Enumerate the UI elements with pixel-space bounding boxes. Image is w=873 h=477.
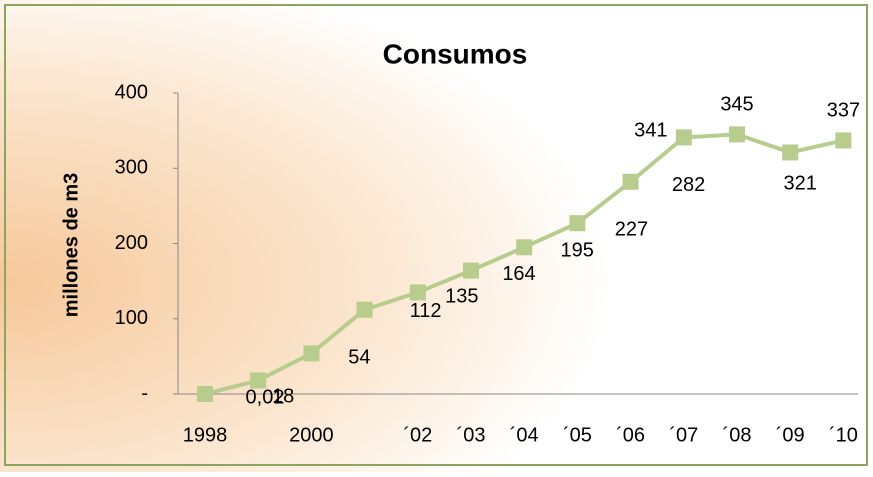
x-tick-label: 1998 [183,424,228,446]
x-tick-label: ´10 [829,424,858,446]
y-axis-title: millones de m3 [60,173,82,318]
data-label: 282 [672,174,705,196]
marker [250,372,267,389]
x-tick-label: ´02 [403,424,432,446]
data-label: 164 [502,263,535,285]
data-label: 321 [784,173,817,195]
marker [835,132,852,149]
marker [409,284,426,301]
marker [197,385,213,402]
data-label: 337 [827,100,860,122]
data-label: 135 [445,286,478,308]
x-tick-label: ´04 [510,424,539,446]
x-tick-label: ´05 [563,424,592,446]
marker [729,126,745,143]
marker [622,173,639,190]
data-label: 341 [634,120,667,142]
x-tick-label: ´06 [616,424,645,446]
data-label: 227 [615,218,648,240]
x-tick-label: ´03 [457,424,486,446]
marker [569,215,586,232]
data-label: 112 [410,300,442,322]
data-label: 18 [272,386,294,408]
marker [463,262,479,279]
data-label: 0,02 [246,386,285,408]
marker [782,144,799,161]
x-tick-label: ´08 [723,424,752,446]
x-tick-label: ´09 [776,424,805,446]
data-label: 195 [561,240,594,262]
chart-frame [4,4,868,466]
marker [303,345,320,362]
data-label: 54 [348,347,370,369]
y-tick-label: - [141,382,148,404]
data-label: 345 [720,94,753,116]
x-tick-label: 2000 [289,424,334,446]
marker [516,239,533,256]
y-tick-label: 100 [115,307,148,329]
y-tick-label: 200 [115,232,148,254]
marker [356,301,373,318]
y-tick-label: 400 [115,81,148,103]
chart-title: Consumos [383,38,528,69]
y-tick-label: 300 [115,157,148,179]
x-tick-label: ´07 [669,424,698,446]
marker [675,129,692,146]
